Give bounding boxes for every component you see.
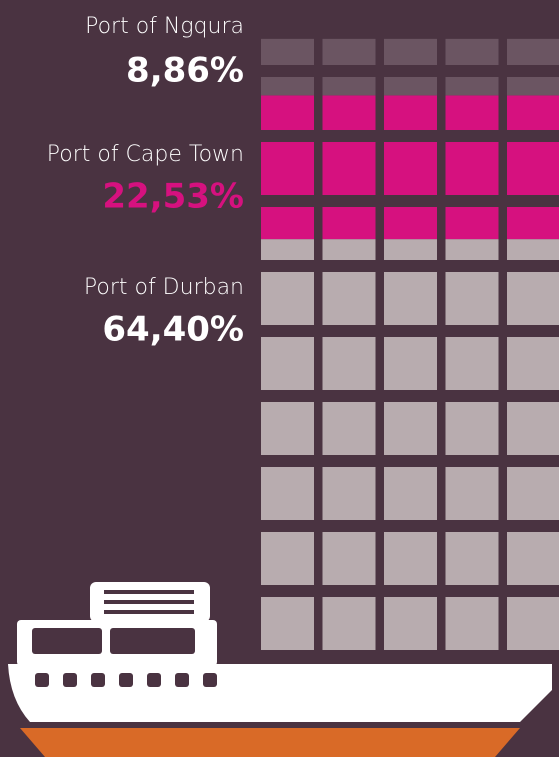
waffle-segment: [261, 38, 559, 96]
value-label: 64,40%: [102, 310, 244, 350]
fills: [261, 38, 559, 650]
waffle-segment: [261, 95, 559, 240]
series-name: Port of Cape Town: [47, 142, 244, 167]
labels: Port of Ngqura 8,86% Port of Cape Town 22,5…: [47, 14, 244, 350]
series-name: Port of Ngqura: [85, 14, 244, 39]
waffle: [261, 12, 559, 650]
value-label: 22,53%: [102, 177, 244, 217]
ship: [8, 582, 552, 757]
series-name: Port of Durban: [84, 275, 244, 300]
value-label: 8,86%: [126, 51, 244, 91]
waffle-segment: [261, 239, 559, 650]
